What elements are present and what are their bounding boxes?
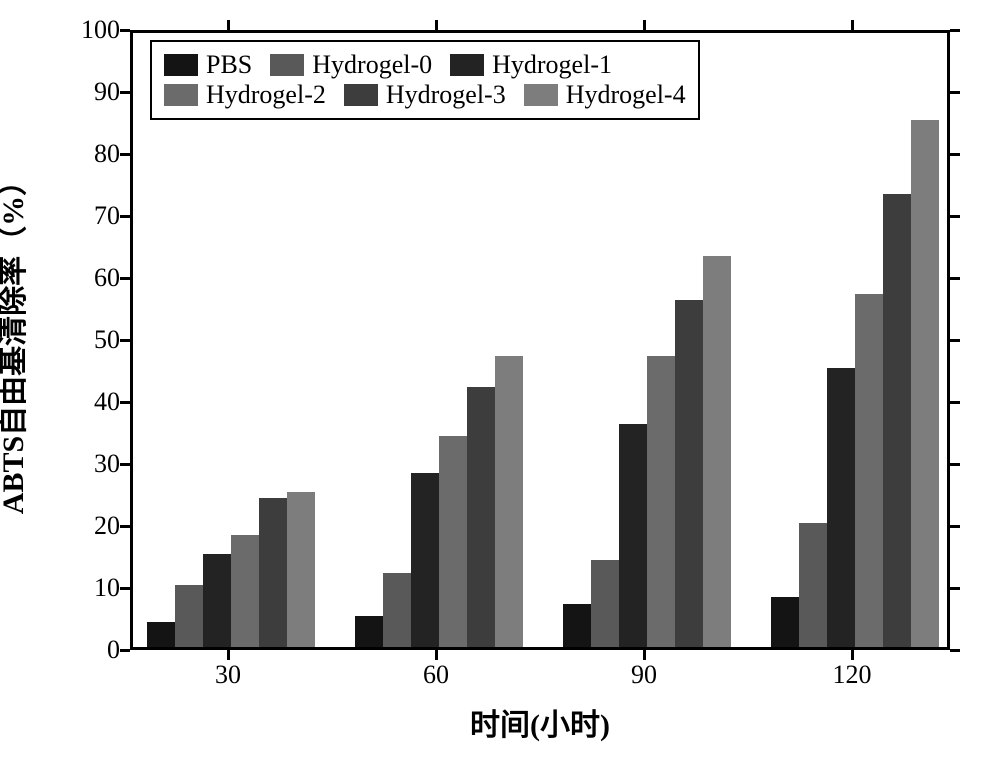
y-tick-mark-right [950, 587, 960, 590]
x-tick-mark [851, 650, 854, 660]
y-tick-mark-right [950, 153, 960, 156]
y-tick-label: 80 [75, 139, 120, 169]
bar [675, 300, 703, 647]
y-tick-mark-right [950, 29, 960, 32]
y-tick-mark [120, 215, 130, 218]
bar [647, 356, 675, 647]
y-tick-mark-right [950, 91, 960, 94]
x-tick-label: 120 [833, 660, 872, 690]
y-axis-title: ABTS自由基清除率（%） [0, 166, 32, 514]
bar [883, 194, 911, 647]
figure: ABTS自由基清除率（%） 时间(小时) PBSHydrogel-0Hydrog… [0, 0, 1000, 778]
legend-item: Hydrogel-3 [344, 80, 506, 110]
bar [855, 294, 883, 647]
y-tick-mark-right [950, 215, 960, 218]
bar [355, 616, 383, 647]
x-tick-label: 90 [631, 660, 657, 690]
y-tick-label: 70 [75, 201, 120, 231]
legend-label: Hydrogel-4 [566, 80, 686, 110]
bar [259, 498, 287, 647]
bar [799, 523, 827, 647]
legend-swatch [270, 54, 304, 76]
x-tick-mark-top [435, 20, 438, 30]
bar [771, 597, 799, 647]
legend-row: PBS Hydrogel-0 Hydrogel-1 [164, 50, 686, 80]
plot-area [130, 30, 950, 650]
legend-item: Hydrogel-0 [270, 50, 432, 80]
y-tick-mark-right [950, 525, 960, 528]
y-tick-mark [120, 463, 130, 466]
y-tick-label: 10 [75, 573, 120, 603]
x-axis-title: 时间(小时) [470, 700, 610, 744]
y-tick-mark [120, 339, 130, 342]
x-tick-label: 60 [423, 660, 449, 690]
legend-row: Hydrogel-2 Hydrogel-3 Hydrogel-4 [164, 80, 686, 110]
bar [231, 535, 259, 647]
bar [439, 436, 467, 647]
y-tick-mark-right [950, 339, 960, 342]
x-tick-label: 30 [215, 660, 241, 690]
legend-swatch [344, 84, 378, 106]
x-tick-mark [435, 650, 438, 660]
y-tick-label: 40 [75, 387, 120, 417]
bar [287, 492, 315, 647]
legend-label: PBS [206, 50, 252, 80]
y-tick-mark [120, 587, 130, 590]
legend-label: Hydrogel-2 [206, 80, 326, 110]
bar [703, 256, 731, 647]
legend-label: Hydrogel-0 [312, 50, 432, 80]
y-tick-mark [120, 29, 130, 32]
y-tick-label: 0 [75, 635, 120, 665]
bar [495, 356, 523, 647]
bar [467, 387, 495, 647]
y-tick-mark [120, 649, 130, 652]
x-tick-mark-top [227, 20, 230, 30]
y-tick-mark-right [950, 401, 960, 404]
legend-swatch [524, 84, 558, 106]
bar [591, 560, 619, 647]
legend-swatch [450, 54, 484, 76]
bar [911, 120, 939, 647]
legend-swatch [164, 84, 198, 106]
x-tick-mark [227, 650, 230, 660]
y-tick-mark [120, 277, 130, 280]
legend: PBSHydrogel-0Hydrogel-1Hydrogel-2Hydroge… [150, 40, 700, 120]
legend-item: Hydrogel-2 [164, 80, 326, 110]
bar [827, 368, 855, 647]
legend-label: Hydrogel-3 [386, 80, 506, 110]
y-tick-label: 20 [75, 511, 120, 541]
bar [383, 573, 411, 647]
bar [203, 554, 231, 647]
legend-item: Hydrogel-4 [524, 80, 686, 110]
bar [563, 604, 591, 647]
x-tick-mark-top [643, 20, 646, 30]
bar [619, 424, 647, 647]
legend-swatch [164, 54, 198, 76]
y-tick-mark-right [950, 649, 960, 652]
legend-label: Hydrogel-1 [492, 50, 612, 80]
x-tick-mark [643, 650, 646, 660]
bar [411, 473, 439, 647]
y-tick-label: 50 [75, 325, 120, 355]
y-tick-label: 30 [75, 449, 120, 479]
y-tick-mark-right [950, 277, 960, 280]
y-tick-label: 60 [75, 263, 120, 293]
y-tick-label: 100 [75, 15, 120, 45]
y-tick-label: 90 [75, 77, 120, 107]
bar [175, 585, 203, 647]
y-tick-mark [120, 401, 130, 404]
x-tick-mark-top [851, 20, 854, 30]
y-tick-mark [120, 91, 130, 94]
bar [147, 622, 175, 647]
y-tick-mark [120, 525, 130, 528]
legend-item: Hydrogel-1 [450, 50, 612, 80]
y-tick-mark-right [950, 463, 960, 466]
y-tick-mark [120, 153, 130, 156]
legend-item: PBS [164, 50, 252, 80]
